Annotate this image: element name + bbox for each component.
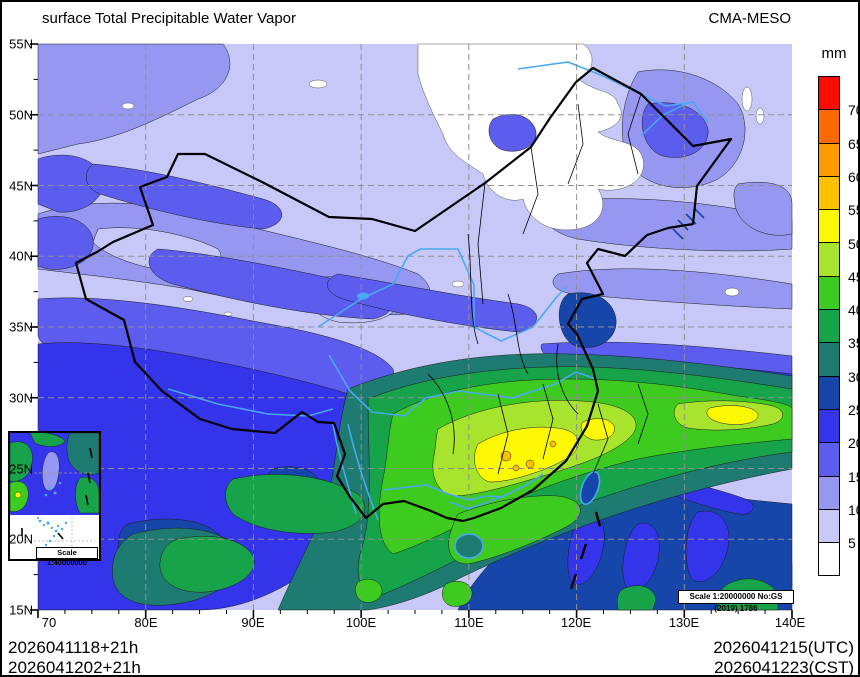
y-tick-label: 15N [9,602,33,618]
colorbar: 70 65 60 55 50 45 40 35 30 25 20 15 10 5 [818,76,858,577]
colorbar-tick-label: 65 [848,135,858,152]
x-tick-label: 70 [41,615,57,630]
x-tick-label: 90E [241,615,265,630]
colorbar-box [818,342,840,377]
colorbar-tick-label: 20 [848,435,858,452]
run-time-line2: 2026041202+21h [8,658,141,677]
inset-scale-label: Scale 1:40000000 [36,547,98,567]
colorbar-box [818,242,840,277]
colorbar-box [818,142,840,177]
y-tick-label: 20N [9,531,33,547]
colorbar-box [818,275,840,311]
x-tick-label: 110E [454,615,484,630]
y-tick-label: 50N [9,107,33,123]
colorbar-box [818,175,840,211]
x-tick-label: 80E [134,615,158,630]
map-scale-label: Scale 1:20000000 No:GS (2019) 1786 [678,590,794,613]
model-name: CMA-MESO [708,10,792,27]
map-plot-area: Scale 1:20000000 No:GS (2019) 1786 [30,43,794,618]
lat-lon-gridlines [38,44,792,610]
y-tick-label: 35N [9,319,33,335]
island-dots [36,516,68,553]
precipitable-water-map [30,43,793,618]
colorbar-box [818,408,840,444]
colorbar-box [818,109,840,144]
south-china-sea-inset: Scale 1:40000000 [8,431,101,567]
x-tick-label: 120E [560,615,592,630]
colorbar-box [818,442,840,477]
colorbar-tick-label: 45 [848,268,858,285]
colorbar-box [818,475,840,510]
plot-title: surface Total Precipitable Water Vapor [42,10,297,27]
rivers [167,61,709,559]
run-time-line1: 2026041118+21h [8,638,139,657]
colorbar-tick-label: 50 [848,235,858,252]
colorbar-tick-label: 25 [848,402,858,418]
colorbar-unit: mm [821,45,847,62]
colorbar-tick-label: 35 [848,335,858,352]
colorbar-tick-label: 30 [848,368,858,385]
colorbar-box [818,209,840,244]
colorbar-tick-label: 55 [848,202,858,219]
y-tick-label: 40N [9,248,33,264]
x-tick-label: 130E [668,615,700,630]
colorbar-box [818,542,840,577]
nine-dash-line [569,511,602,590]
china-border [74,66,733,523]
colorbar-box [818,309,840,344]
colorbar-tick-label: 15 [848,468,858,485]
province-borders [427,93,649,475]
colorbar-tick-label: 60 [848,168,858,185]
x-tick-label: 140E [774,615,806,630]
colorbar-box [818,76,840,111]
colorbar-tick-label: 40 [848,302,858,319]
y-tick-label: 45N [9,178,33,193]
y-tick-label: 25N [9,461,33,476]
valid-time-cst: 2026041223(CST) [714,658,854,677]
colorbar-box [818,508,840,544]
y-tick-label: 30N [9,390,33,406]
colorbar-tick-label: 70 [848,102,858,119]
colorbar-tick-label: 10 [848,501,858,518]
colorbar-tick-label: 5 [848,535,856,552]
colorbar-box [818,375,840,410]
valid-time-utc: 2026041215(UTC) [713,638,854,657]
x-tick-label: 100E [345,615,377,630]
contour-fills [37,43,793,611]
y-tick-label: 55N [9,36,33,52]
